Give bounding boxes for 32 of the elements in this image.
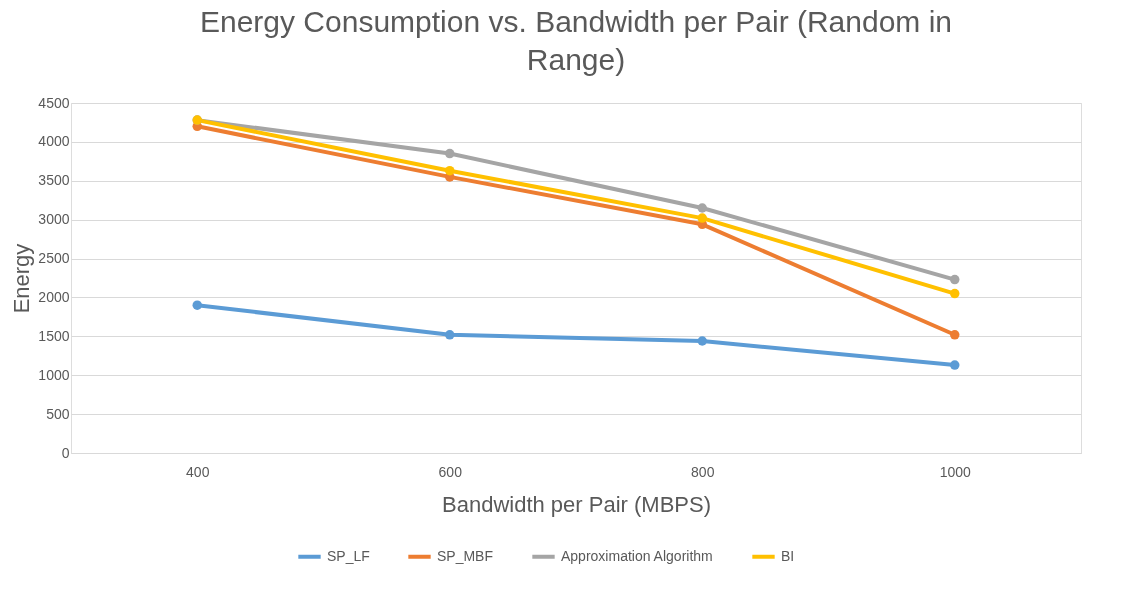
point — [445, 330, 455, 340]
point — [950, 360, 960, 370]
point — [697, 336, 707, 346]
point — [950, 274, 960, 285]
chart-title: Energy Consumption vs. Bandwidth per Pair (Random in Range) — [199, 5, 953, 76]
legend-label: Approximation Algorithm — [561, 547, 713, 564]
legend-label: SP_MBF — [437, 547, 494, 564]
y-tick-label: 1000 — [38, 366, 70, 383]
point — [697, 203, 707, 213]
y-tick-label: 500 — [46, 405, 70, 422]
point — [445, 165, 455, 176]
y-tick-label: 1500 — [38, 327, 70, 344]
x-tick-label: 600 — [438, 463, 463, 480]
y-tick-label: 0 — [61, 444, 70, 461]
point — [950, 288, 960, 299]
legend-label: BI — [781, 547, 795, 564]
x-axis-title: Bandwidth per Pair (MBPS) — [442, 491, 711, 517]
y-axis-title: Energy — [9, 243, 35, 314]
point — [445, 148, 455, 159]
y-tick-label: 2500 — [38, 250, 70, 267]
x-tick-label: 1000 — [939, 463, 972, 480]
y-tick-label: 4500 — [38, 94, 70, 111]
y-tick-label: 2000 — [38, 288, 70, 305]
y-tick-label: 4000 — [38, 133, 70, 150]
x-tick-label: 400 — [186, 463, 210, 480]
point — [950, 330, 960, 340]
x-tick-label: 800 — [691, 463, 715, 480]
point — [697, 213, 707, 223]
y-tick-label: 3500 — [38, 172, 70, 189]
point — [192, 300, 202, 310]
legend-label: SP_LF — [327, 547, 370, 564]
y-tick-label: 3000 — [38, 211, 70, 228]
